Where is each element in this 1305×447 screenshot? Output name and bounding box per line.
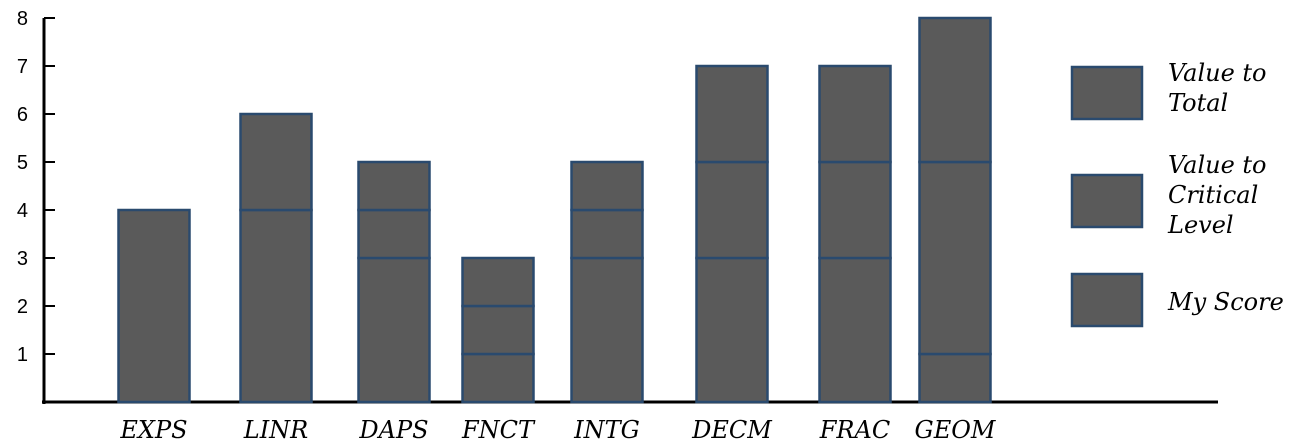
bar-segment: [461, 352, 535, 404]
legend-label: Critical: [1168, 181, 1258, 209]
legend-label: My Score: [1167, 288, 1284, 316]
axes: 1 2 3 4 5 6 7 8: [17, 8, 1218, 404]
bar-segment: [239, 208, 313, 404]
y-tick-label: 2: [17, 296, 28, 318]
y-tick-label: 7: [17, 56, 28, 78]
bar-segment: [461, 304, 535, 356]
bar-segment: [918, 16, 992, 164]
bar-segment: [570, 208, 644, 260]
x-tick-label: DAPS: [358, 416, 428, 444]
legend-swatch: [1070, 272, 1144, 328]
legend-label: Level: [1167, 211, 1234, 239]
x-tick-label: DECM: [691, 416, 773, 444]
bar-segment: [357, 256, 431, 404]
x-tick-label: FNCT: [461, 416, 536, 444]
legend-swatch: [1070, 65, 1144, 121]
bar-segment: [461, 256, 535, 308]
x-tick-label: FRAC: [819, 416, 890, 444]
bar-segment: [818, 160, 892, 260]
legend-label: Total: [1168, 89, 1228, 117]
bar-segment: [818, 256, 892, 404]
x-tick-label: LINR: [243, 416, 309, 444]
bar-segment: [695, 64, 769, 164]
legend-label: Value to: [1168, 59, 1267, 87]
bar-segment: [695, 256, 769, 404]
y-tick-label: 6: [17, 104, 28, 126]
y-tick-label: 5: [17, 152, 28, 174]
bar-segment: [918, 160, 992, 356]
bar-segment: [357, 208, 431, 260]
legend-swatch: [1070, 173, 1144, 229]
bar-segment: [918, 352, 992, 404]
y-tick-label: 4: [17, 200, 28, 222]
bar-segment: [695, 160, 769, 260]
y-tick-label: 8: [17, 8, 28, 30]
bar-segment: [818, 64, 892, 164]
bar-segment: [570, 256, 644, 404]
bar-segment: [357, 160, 431, 212]
y-tick-label: 1: [17, 344, 28, 366]
bars: EXPS LINR DAPS FNCT INTG DECM FRAC GEOM: [117, 16, 997, 444]
legend-label: Value to: [1168, 151, 1267, 179]
x-tick-label: INTG: [573, 416, 640, 444]
y-tick-label: 3: [17, 248, 28, 270]
bar-segment: [117, 208, 191, 404]
bar-segment: [570, 160, 644, 212]
x-tick-label: EXPS: [119, 416, 187, 444]
bar-segment: [239, 112, 313, 212]
x-tick-label: GEOM: [915, 416, 997, 444]
